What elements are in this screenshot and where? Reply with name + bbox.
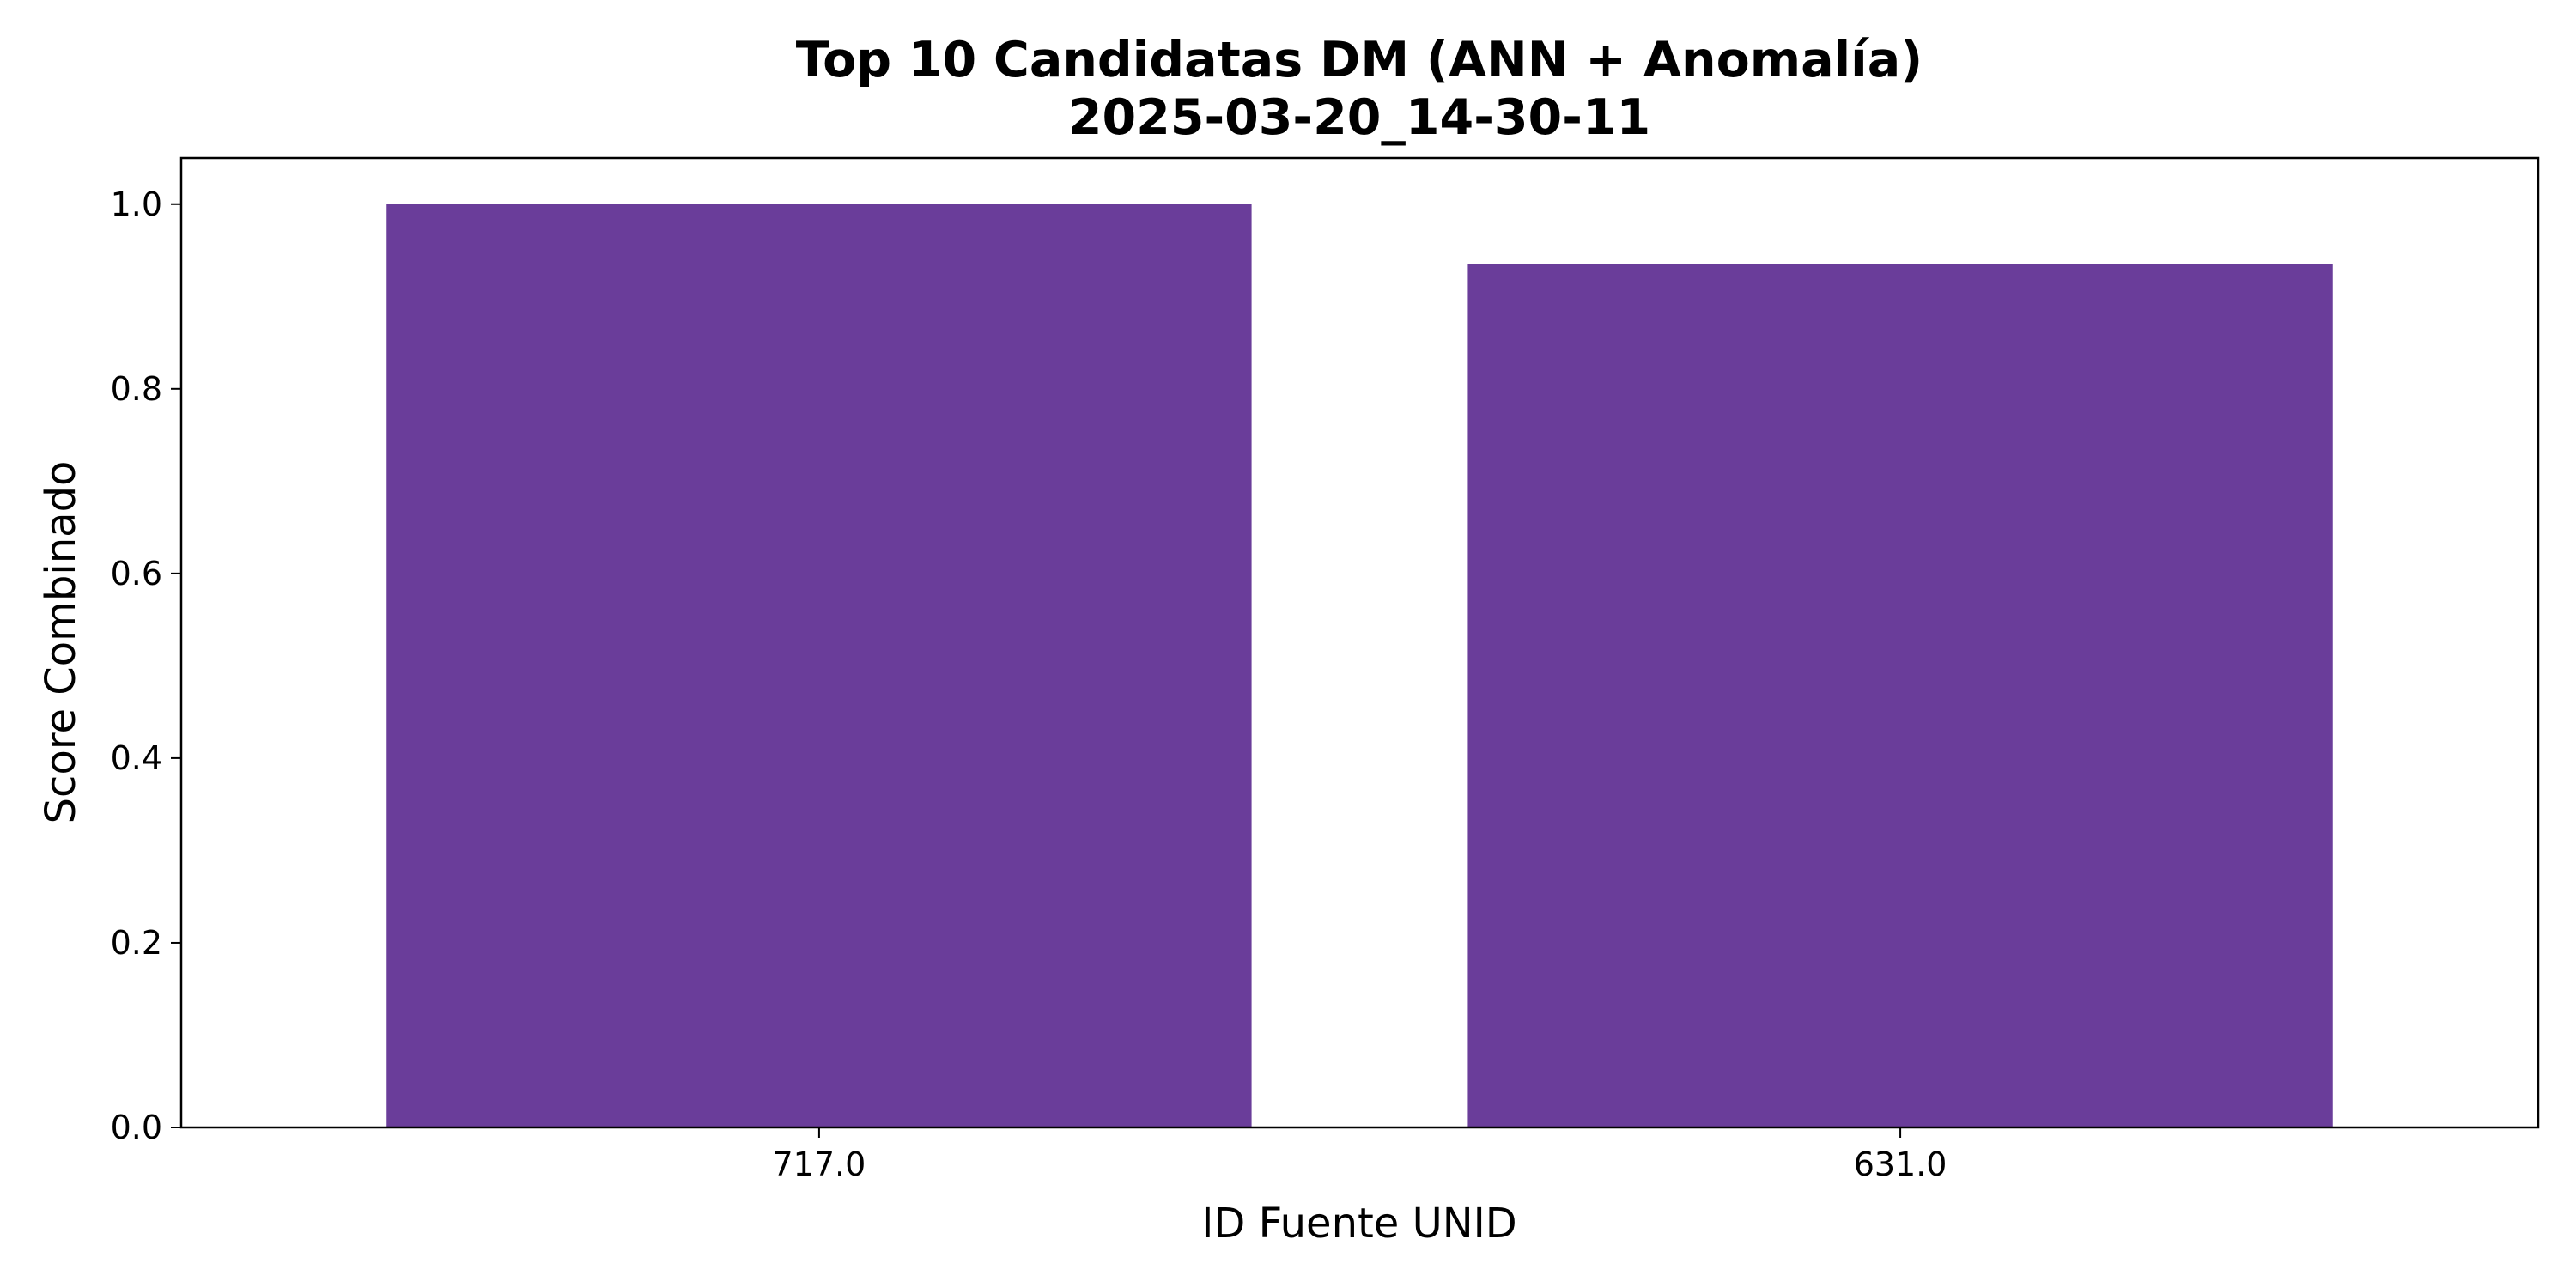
y-tick-label: 0.8 xyxy=(111,370,162,408)
y-tick-label: 0.6 xyxy=(111,555,162,592)
y-tick-label: 1.0 xyxy=(111,185,162,223)
bar-717.0 xyxy=(386,204,1252,1127)
y-tick-label: 0.4 xyxy=(111,739,162,777)
y-tick-label: 0.0 xyxy=(111,1109,162,1146)
x-tick-label: 717.0 xyxy=(773,1145,866,1183)
x-axis-ticks: 717.0 631.0 xyxy=(773,1127,1947,1183)
bars-layer xyxy=(386,204,2333,1128)
chart-title-line-1: Top 10 Candidatas DM (ANN + Anomalía) xyxy=(796,32,1923,88)
y-tick-label: 0.2 xyxy=(111,924,162,962)
bar-631.0 xyxy=(1467,264,2333,1128)
x-tick-label: 631.0 xyxy=(1854,1145,1947,1183)
plot-area-frame xyxy=(179,156,2540,1129)
chart-title-line-2: 2025-03-20_14-30-11 xyxy=(1068,89,1650,146)
x-axis-label: ID Fuente UNID xyxy=(1201,1200,1517,1248)
y-axis-label: Score Combinado xyxy=(37,461,85,824)
y-axis-ticks: 0.0 0.2 0.4 0.6 0.8 1.0 xyxy=(111,185,181,1146)
